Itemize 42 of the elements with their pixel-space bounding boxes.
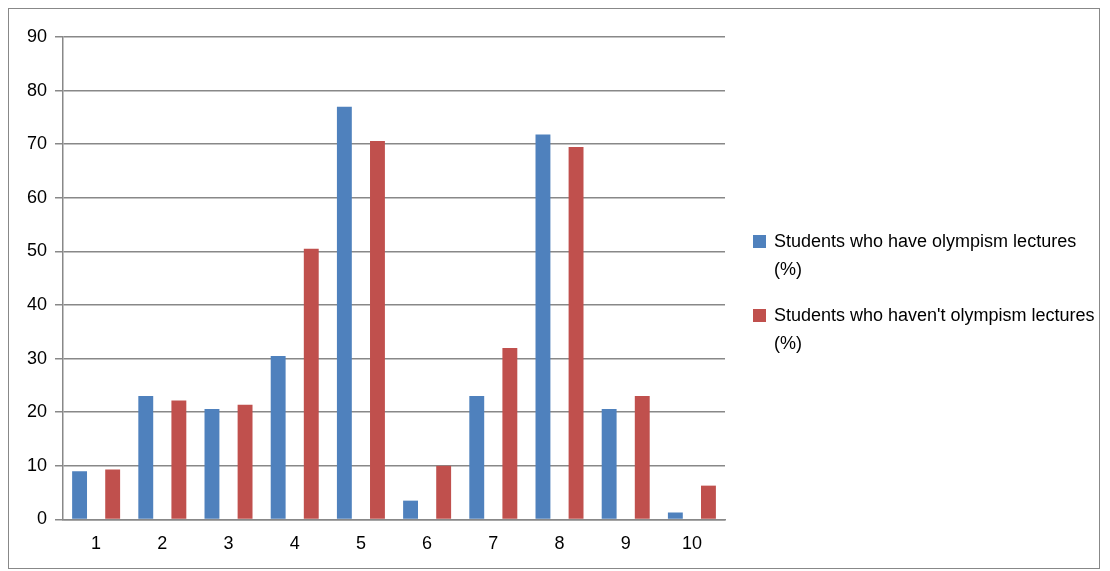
bar	[72, 471, 88, 519]
bar	[105, 469, 121, 519]
bar	[701, 485, 716, 519]
bar	[138, 396, 154, 519]
y-tick-label: 0	[37, 508, 48, 529]
bar	[204, 408, 220, 519]
y-tick-label: 40	[26, 293, 48, 314]
bar	[370, 140, 385, 519]
x-tick-label: 8	[554, 533, 565, 554]
bar	[303, 248, 319, 519]
y-tick-label: 70	[26, 133, 48, 154]
y-tick-label: 60	[26, 186, 48, 207]
y-tick-label: 50	[26, 240, 48, 261]
x-tick-label: 1	[91, 533, 102, 554]
x-tick-label: 3	[223, 533, 234, 554]
legend-label: Students who have olympism lectures (%)	[774, 230, 1078, 281]
bar	[601, 408, 617, 519]
y-tick-label: 30	[26, 347, 48, 368]
y-tick-label: 10	[26, 454, 48, 475]
x-tick-label: 5	[355, 533, 366, 554]
bar	[469, 396, 485, 519]
bar	[403, 500, 419, 519]
bar	[436, 465, 452, 519]
y-tick-label: 90	[26, 25, 48, 46]
x-tick-label: 10	[681, 533, 702, 554]
legend-label: Students who haven't olympism lectures (%)	[774, 304, 1096, 355]
bar	[502, 347, 518, 519]
x-tick-label: 9	[620, 533, 631, 554]
y-tick-label: 80	[26, 79, 48, 100]
bar	[270, 355, 286, 519]
bar	[634, 396, 650, 519]
bar	[568, 146, 584, 519]
x-tick-label: 4	[289, 533, 300, 554]
x-tick-label: 6	[422, 533, 433, 554]
x-tick-label: 2	[157, 533, 168, 554]
x-tick-label: 7	[488, 533, 499, 554]
bar	[336, 106, 352, 519]
bar	[237, 404, 253, 519]
bar	[535, 134, 551, 519]
bar	[171, 400, 187, 519]
y-tick-label: 20	[26, 401, 48, 422]
bar	[667, 512, 683, 519]
